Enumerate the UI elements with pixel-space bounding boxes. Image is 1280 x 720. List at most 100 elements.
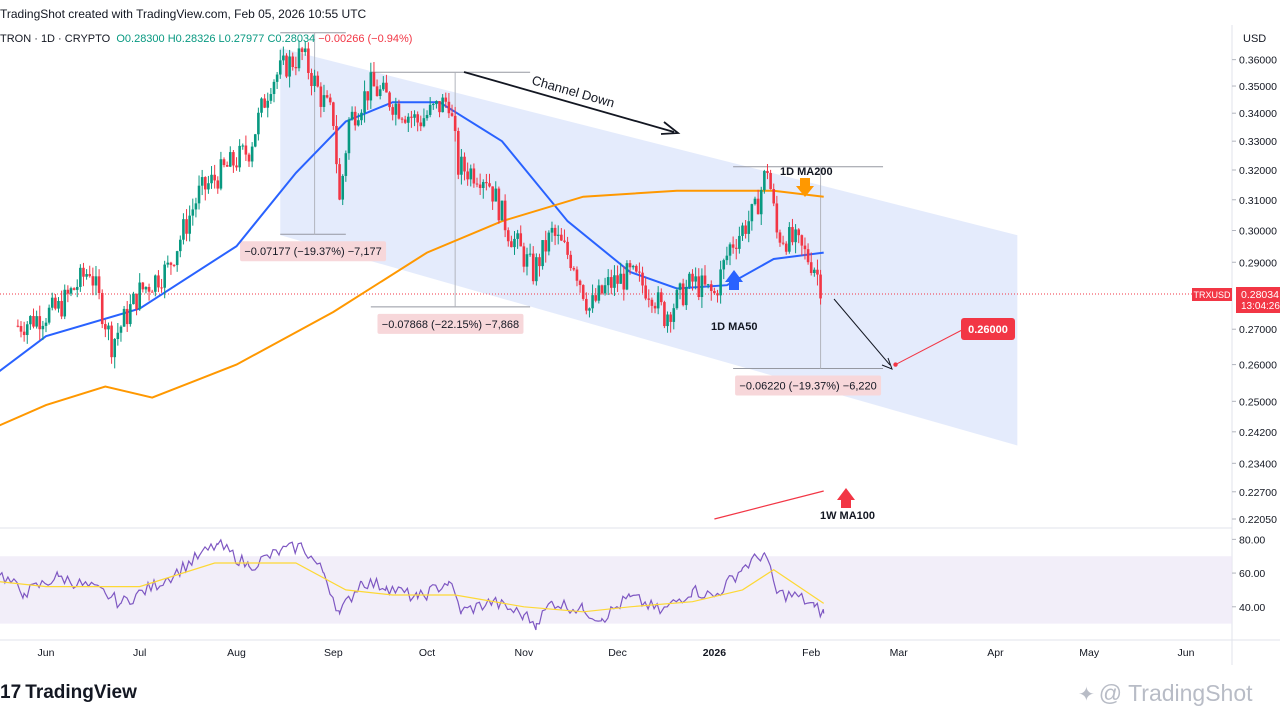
candle-body	[666, 314, 669, 327]
candle-body	[816, 269, 819, 275]
ticker-tag[interactable]	[1192, 288, 1232, 302]
candle-body	[653, 305, 657, 309]
tradingview-wordmark: TradingView	[25, 682, 137, 703]
candle-body	[769, 173, 772, 190]
candle-body	[310, 72, 313, 87]
candle-body	[119, 326, 123, 333]
candle-body	[491, 186, 494, 202]
candle-body	[750, 204, 754, 222]
time-tick-label: Jun	[1178, 647, 1195, 659]
time-tick-label: Aug	[227, 647, 246, 659]
candle-body	[688, 273, 691, 287]
candle-body	[428, 104, 432, 115]
candle-body	[129, 304, 132, 325]
ma50-arrow-icon	[725, 270, 743, 290]
candle-body	[466, 171, 469, 180]
candle-body	[269, 94, 273, 101]
candle-body	[350, 111, 354, 120]
ohlc-high: H0.28326	[167, 33, 216, 45]
candle-body	[744, 225, 747, 234]
candle-body	[175, 251, 179, 266]
candle-body	[447, 101, 451, 114]
candle-body	[41, 325, 45, 330]
candle-body	[784, 243, 788, 252]
candle-body	[635, 265, 638, 272]
candle-body	[179, 239, 182, 252]
candle-body	[232, 152, 235, 166]
candle-body	[275, 74, 279, 82]
symbol-name[interactable]: TRON · 1D · CRYPTO	[0, 33, 111, 45]
candle-body	[738, 235, 741, 249]
candle-body	[391, 107, 394, 115]
candle-body	[303, 48, 307, 53]
candle-body	[800, 235, 804, 246]
candle-body	[213, 174, 216, 181]
currency-label[interactable]: USD	[1243, 33, 1267, 45]
rsi-band	[0, 556, 1232, 624]
candle-body	[228, 152, 232, 167]
candle-body	[63, 289, 67, 317]
candle-body	[569, 254, 573, 269]
candle-body	[638, 271, 641, 273]
candle-body	[19, 326, 23, 332]
candle-body	[100, 293, 104, 325]
ticker-tag-label: TRXUSD	[1193, 290, 1231, 300]
rsi-tick-label: 40.00	[1239, 602, 1265, 614]
candle-body	[44, 322, 48, 326]
candle-body	[709, 284, 713, 291]
candle-body	[278, 60, 282, 75]
price-tick-label: 0.22700	[1239, 487, 1277, 499]
candle-body	[481, 182, 485, 188]
candle-body	[438, 101, 441, 113]
measure-label-box	[377, 313, 524, 334]
candle-body	[644, 285, 647, 299]
ohlc-change: −0.00266 (−0.94%)	[318, 33, 413, 45]
candle-body	[82, 267, 85, 277]
candle-body	[659, 292, 663, 303]
candle-body	[138, 282, 141, 310]
candle-body	[472, 168, 476, 184]
candle-body	[766, 170, 769, 174]
candle-body	[50, 297, 54, 308]
candle-body	[328, 97, 332, 103]
tradingview-logo[interactable]: 17 TradingView	[0, 682, 137, 704]
candle-body	[332, 102, 335, 126]
candle-body	[319, 86, 323, 107]
price-tick-label: 0.31000	[1239, 195, 1277, 207]
target-price-label: 0.26000	[968, 324, 1008, 336]
candle-body	[294, 66, 298, 69]
candle-body	[591, 295, 594, 309]
candle-body	[394, 103, 398, 115]
candle-body	[616, 275, 619, 284]
candle-body	[663, 302, 666, 327]
symbol-info-bar[interactable]: TRON · 1D · CRYPTO O0.28300 H0.28326 L0.…	[0, 33, 412, 45]
rsi-ma-line	[0, 562, 825, 613]
bar-countdown: 13:04:26	[1241, 301, 1280, 312]
candle-body	[38, 316, 42, 330]
ma200-label: 1D MA200	[780, 166, 833, 178]
ohlc-open: O0.28300	[116, 33, 165, 45]
candle-body	[250, 146, 254, 162]
candle-body	[266, 100, 270, 108]
price-tick-label: 0.25000	[1239, 396, 1277, 408]
candle-body	[475, 183, 479, 185]
candle-body	[291, 56, 295, 67]
candle-body	[257, 112, 260, 135]
candle-body	[253, 134, 257, 147]
candle-body	[706, 284, 710, 286]
last-price-value: 0.28034	[1241, 289, 1279, 301]
target-label-box	[961, 318, 1015, 340]
candle-body	[347, 119, 351, 154]
candle-body	[456, 131, 460, 175]
candle-body	[550, 227, 554, 233]
candle-body	[47, 307, 51, 323]
candle-body	[60, 300, 63, 317]
candle-body	[113, 339, 117, 358]
candle-body	[510, 241, 513, 248]
price-tick-label: 0.32000	[1239, 165, 1277, 177]
candle-body	[563, 240, 566, 242]
candle-body	[672, 308, 676, 322]
measure-label-box	[240, 241, 387, 262]
candle-body	[522, 246, 526, 267]
